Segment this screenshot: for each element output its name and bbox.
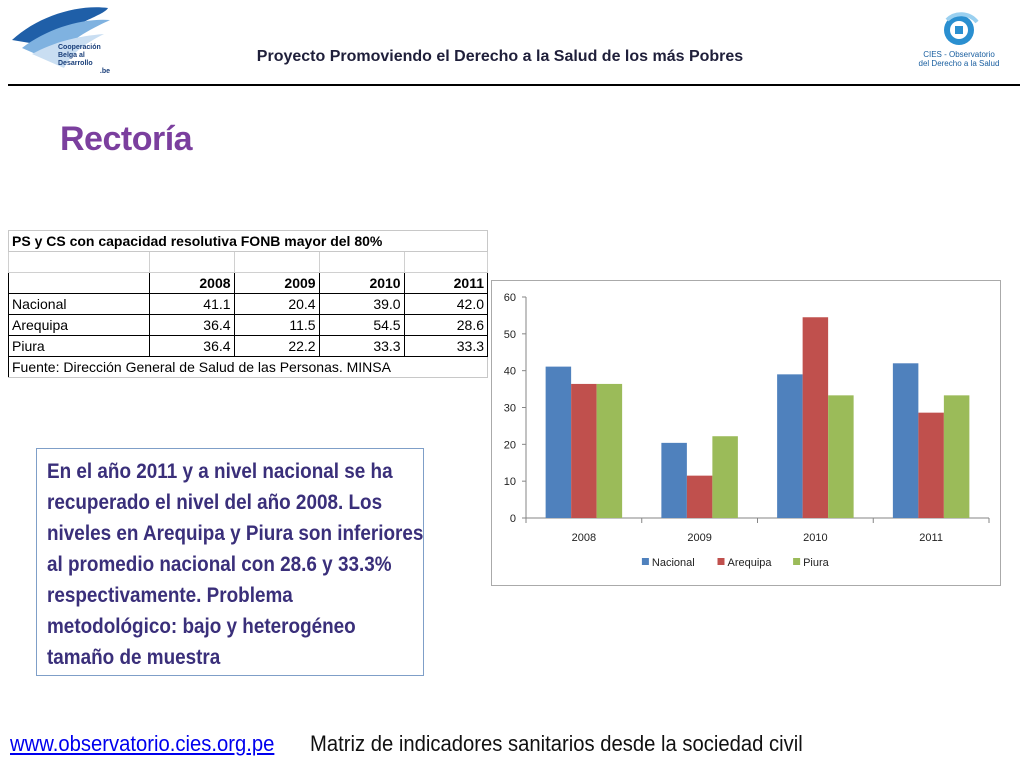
- table-header-year: 2011: [403, 272, 489, 294]
- table-row: Arequipa 36.4 11.5 54.5 28.6: [8, 314, 489, 336]
- logo-left-line3: .be: [99, 68, 110, 75]
- legend-label-piura: Piura: [803, 557, 830, 569]
- table-blank-cell: [8, 251, 150, 273]
- table-header-corner: [8, 272, 150, 294]
- y-tick-label: 30: [504, 403, 516, 415]
- table-header-row: 2008 2009 2010 2011: [8, 272, 489, 294]
- table-cell: 41.1: [148, 293, 235, 315]
- footer-text: Matriz de indicadores sanitarios desde l…: [310, 731, 803, 756]
- table-cell: 11.5: [233, 314, 320, 336]
- bar-piura-2011: [943, 395, 970, 518]
- table-caption: PS y CS con capacidad resolutiva FONB ma…: [8, 230, 488, 252]
- table-row-name: Piura: [8, 335, 150, 357]
- table-blank-cell: [318, 251, 405, 273]
- bar-arequipa-2009: [686, 475, 713, 518]
- x-tick-label: 2011: [919, 532, 943, 544]
- table-blank-row: [8, 251, 489, 273]
- table-caption-row: PS y CS con capacidad resolutiva FONB ma…: [8, 230, 488, 252]
- header-divider: [8, 84, 1020, 86]
- table-cell: 33.3: [403, 335, 489, 357]
- table-cell: 54.5: [318, 314, 405, 336]
- x-tick-label: 2008: [572, 532, 596, 544]
- y-tick-label: 20: [504, 439, 516, 451]
- slide-title: Rectoría: [60, 120, 193, 158]
- bar-nacional-2010: [777, 374, 803, 518]
- table-blank-cell: [148, 251, 235, 273]
- bar-nacional-2009: [661, 442, 687, 518]
- cooperacion-belga-logo: Cooperación Belga al Desarrollo .be: [8, 2, 118, 75]
- table-row: Nacional 41.1 20.4 39.0 42.0: [8, 293, 489, 315]
- y-tick-label: 0: [510, 513, 516, 525]
- y-tick-label: 60: [504, 292, 516, 304]
- x-tick-label: 2010: [803, 532, 827, 544]
- cooperacion-belga-swoosh-icon: [12, 7, 110, 68]
- bar-nacional-2008: [545, 366, 572, 518]
- table-header-year: 2008: [148, 272, 235, 294]
- bar-arequipa-2011: [918, 412, 944, 518]
- cies-globe-icon: [944, 12, 979, 45]
- table-source-row: Fuente: Dirección General de Salud de la…: [8, 356, 488, 378]
- bar-piura-2009: [712, 436, 738, 518]
- table-header-year: 2009: [233, 272, 320, 294]
- logo-right-line1: CIES - Observatorio: [923, 50, 995, 59]
- footer-website-link[interactable]: www.observatorio.cies.org.pe: [10, 731, 275, 756]
- table-blank-cell: [403, 251, 489, 273]
- cies-logo: CIES - Observatorio del Derecho a la Sal…: [905, 10, 1013, 70]
- table-row-name: Nacional: [8, 293, 150, 315]
- logo-right-line2: del Derecho a la Salud: [918, 59, 1000, 68]
- table-cell: 22.2: [233, 335, 320, 357]
- table-row: Piura 36.4 22.2 33.3 33.3: [8, 335, 489, 357]
- y-tick-label: 40: [504, 366, 516, 378]
- y-tick-label: 10: [504, 476, 516, 488]
- table-cell: 36.4: [148, 335, 235, 357]
- note-box: En el año 2011 y a nivel nacional se ha …: [36, 448, 424, 676]
- table-cell: 36.4: [148, 314, 235, 336]
- y-tick-label: 50: [504, 329, 516, 341]
- x-tick-label: 2009: [687, 532, 711, 544]
- bar-arequipa-2010: [802, 317, 829, 518]
- table-cell: 39.0: [318, 293, 405, 315]
- data-table: PS y CS con capacidad resolutiva FONB ma…: [8, 230, 489, 378]
- bar-chart-svg: 0 10 20 30 40 50 60 2008 2009 2010 2011 Nacional Are…: [504, 292, 990, 569]
- bar-piura-2010: [828, 395, 854, 518]
- legend-label-nacional: Nacional: [652, 557, 695, 569]
- note-text: En el año 2011 y a nivel nacional se ha …: [47, 460, 424, 669]
- bar-nacional-2011: [892, 363, 919, 518]
- logo-left-line2: Belga al Desarrollo: [58, 52, 93, 67]
- legend-label-arequipa: Arequipa: [728, 557, 773, 569]
- table-cell: 42.0: [403, 293, 489, 315]
- table-header-year: 2010: [318, 272, 405, 294]
- legend-swatch-nacional: [641, 558, 649, 565]
- header-title: Proyecto Promoviendo el Derecho a la Sal…: [256, 48, 744, 65]
- table-cell: 33.3: [318, 335, 405, 357]
- table-source: Fuente: Dirección General de Salud de la…: [8, 356, 488, 378]
- bar-chart: 0 10 20 30 40 50 60 2008 2009 2010 2011 Nacional Are…: [491, 280, 1001, 586]
- legend-swatch-piura: [793, 558, 801, 565]
- table-blank-cell: [233, 251, 320, 273]
- table-cell: 20.4: [233, 293, 320, 315]
- table-row-name: Arequipa: [8, 314, 150, 336]
- bar-piura-2008: [596, 383, 623, 518]
- legend-swatch-arequipa: [717, 558, 725, 565]
- bar-arequipa-2008: [571, 383, 597, 518]
- table-cell: 28.6: [403, 314, 489, 336]
- logo-left-line1: Cooperación: [58, 44, 101, 51]
